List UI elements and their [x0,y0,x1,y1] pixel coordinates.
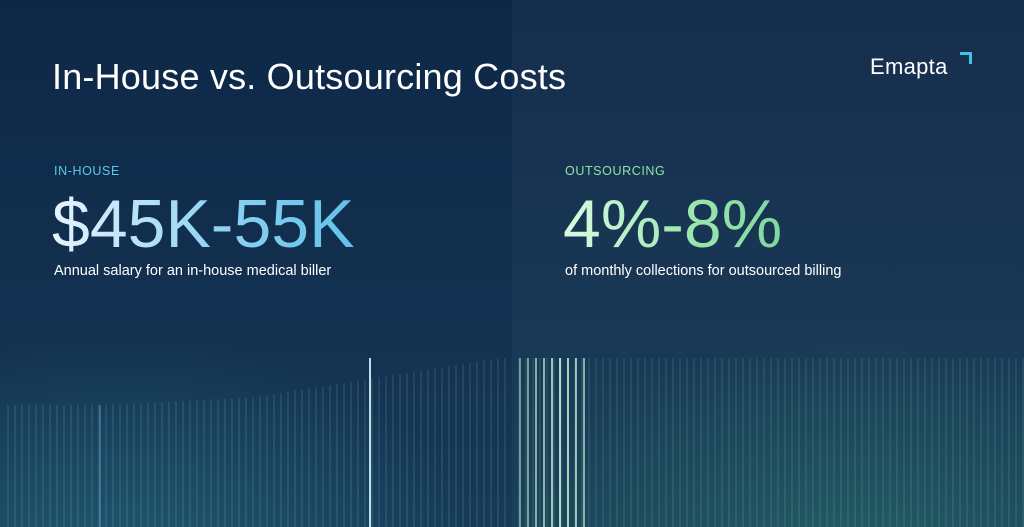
logo-corner-icon [960,52,972,64]
in-house-value: $45K-55K [52,186,355,262]
brand-logo: Emapta [870,54,948,79]
outsourcing-panel-background [512,0,1024,527]
in-house-description: Annual salary for an in-house medical bi… [54,263,332,279]
page-title: In-House vs. Outsourcing Costs [52,56,567,97]
outsourcing-value: 4%-8% [563,186,783,262]
in-house-label: IN-HOUSE [54,164,120,178]
outsourcing-label: OUTSOURCING [565,164,666,178]
outsourcing-description: of monthly collections for outsourced bi… [565,263,842,279]
